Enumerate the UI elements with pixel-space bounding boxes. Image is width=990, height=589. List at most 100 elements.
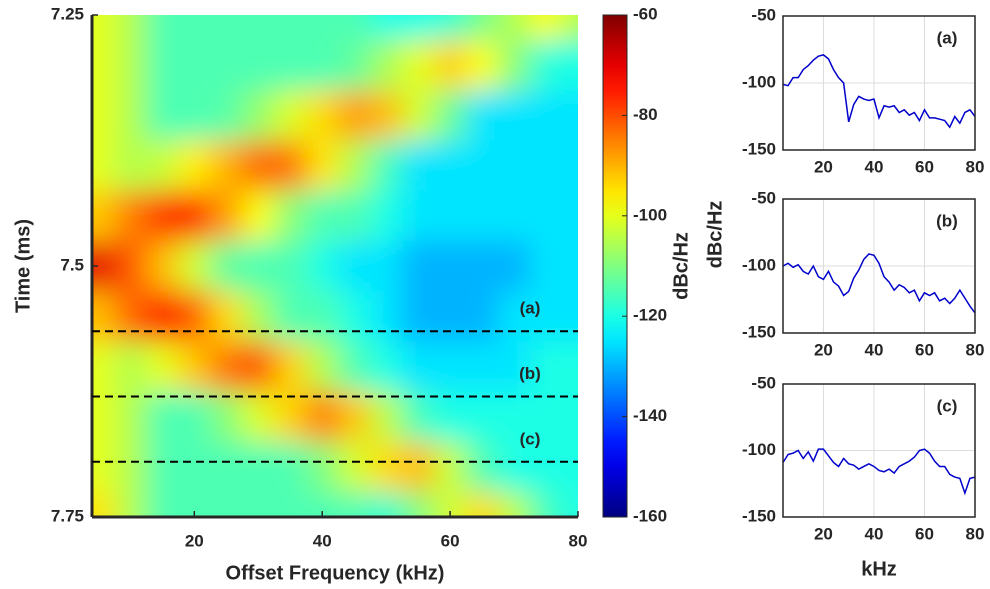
- heatmap-cell: [530, 441, 564, 493]
- heatmap-cell: [402, 15, 436, 42]
- heatmap-cell: [306, 190, 340, 242]
- heatmap-cell: [562, 140, 578, 192]
- heatmap-cell: [498, 291, 532, 343]
- heatmap-cell: [370, 341, 404, 393]
- heatmap-cell: [242, 441, 276, 493]
- heatmap-cell: [402, 391, 436, 443]
- heatmap-cell: [402, 341, 436, 393]
- x-tick-label: 40: [864, 157, 883, 176]
- heatmap-cell: [498, 40, 532, 92]
- heatmap-cell: [530, 341, 564, 393]
- heatmap-cell: [210, 140, 244, 192]
- heatmap-cell: [562, 40, 578, 92]
- heatmap-cell: [92, 341, 116, 393]
- heatmap-cell: [434, 240, 468, 293]
- heatmap-cell: [530, 240, 564, 293]
- heatmap-cell: [338, 491, 372, 517]
- y-tick-label: -150: [742, 506, 776, 525]
- heatmap-cell: [338, 90, 372, 142]
- heatmap-cell: [434, 90, 468, 142]
- data-line: [782, 54, 976, 129]
- panel-label: (a): [937, 28, 958, 47]
- heatmap-cell: [466, 441, 500, 493]
- heatmap-cell: [92, 190, 116, 242]
- x-axis-label: Offset Frequency (kHz): [226, 562, 445, 584]
- heatmap-cell: [178, 190, 212, 242]
- heatmap-cell: [210, 90, 244, 142]
- heatmap-cell: [92, 40, 116, 92]
- heatmap-cell: [370, 240, 404, 293]
- heatmap-cell: [242, 190, 276, 242]
- heatmap-cell: [402, 190, 436, 242]
- heatmap-cell: [306, 441, 340, 493]
- heatmap-cell: [498, 491, 532, 517]
- heatmap-cell: [402, 90, 436, 142]
- heatmap-cell: [146, 391, 180, 443]
- x-tick-label: 20: [185, 531, 204, 550]
- heatmap-cell: [530, 491, 564, 517]
- heatmap-cell: [370, 15, 404, 42]
- heatmap-cell: [114, 491, 148, 517]
- heatmap-cell: [114, 240, 148, 293]
- x-tick-label: 40: [864, 524, 883, 543]
- heatmap-cell: [466, 291, 500, 343]
- x-tick-label: 80: [966, 157, 985, 176]
- heatmap-cell: [242, 40, 276, 92]
- heatmap-cell: [242, 291, 276, 343]
- colorbar-tick-label: -120: [633, 306, 667, 325]
- heatmap-cell: [306, 90, 340, 142]
- y-axis-label: dBc/Hz: [704, 201, 726, 269]
- heatmap-cell: [210, 441, 244, 493]
- heatmap-cell: [562, 341, 578, 393]
- heatmap-cell: [370, 40, 404, 92]
- heatmap-area: [92, 15, 578, 517]
- heatmap-cell: [306, 391, 340, 443]
- heatmap-cell: [274, 341, 308, 393]
- heatmap-cell: [146, 491, 180, 517]
- plot-frame: [782, 15, 976, 151]
- plot-frame: [782, 198, 976, 334]
- heatmap-cell: [242, 140, 276, 192]
- y-tick-label: -100: [742, 72, 776, 91]
- heatmap-cell: [466, 40, 500, 92]
- heatmap-cell: [242, 90, 276, 142]
- heatmap-cell: [434, 341, 468, 393]
- heatmap-cell: [274, 441, 308, 493]
- heatmap-cell: [178, 291, 212, 343]
- heatmap-cell: [434, 391, 468, 443]
- heatmap-cell: [466, 341, 500, 393]
- x-tick-label: 40: [864, 340, 883, 359]
- x-tick-label: 40: [313, 531, 332, 550]
- heatmap-cell: [178, 341, 212, 393]
- heatmap-cell: [498, 90, 532, 142]
- heatmap-cell: [242, 15, 276, 42]
- heatmap-cell: [466, 140, 500, 192]
- heatmap-cell: [92, 291, 116, 343]
- heatmap-cell: [466, 391, 500, 443]
- marker-label: (b): [519, 364, 541, 383]
- heatmap-cell: [338, 391, 372, 443]
- heatmap-cell: [274, 90, 308, 142]
- heatmap-cell: [178, 90, 212, 142]
- heatmap-cell: [114, 341, 148, 393]
- heatmap-cell: [306, 15, 340, 42]
- y-axis-label: Time (ms): [12, 219, 34, 313]
- heatmap-cell: [274, 240, 308, 293]
- colorbar-label: dBc/Hz: [670, 232, 692, 300]
- heatmap-cell: [242, 391, 276, 443]
- x-tick-label: 80: [966, 340, 985, 359]
- heatmap-cell: [498, 140, 532, 192]
- heatmap-cell: [370, 190, 404, 242]
- heatmap-cell: [466, 240, 500, 293]
- heatmap-cell: [402, 491, 436, 517]
- panel-label: (c): [937, 396, 958, 415]
- heatmap-cell: [274, 391, 308, 443]
- colorbar: [602, 14, 628, 518]
- y-tick-label: 7.75: [51, 506, 84, 525]
- heatmap-cell: [146, 90, 180, 142]
- heatmap-cell: [370, 291, 404, 343]
- heatmap-cell: [306, 291, 340, 343]
- heatmap-cell: [498, 15, 532, 42]
- x-tick-label: 60: [915, 340, 934, 359]
